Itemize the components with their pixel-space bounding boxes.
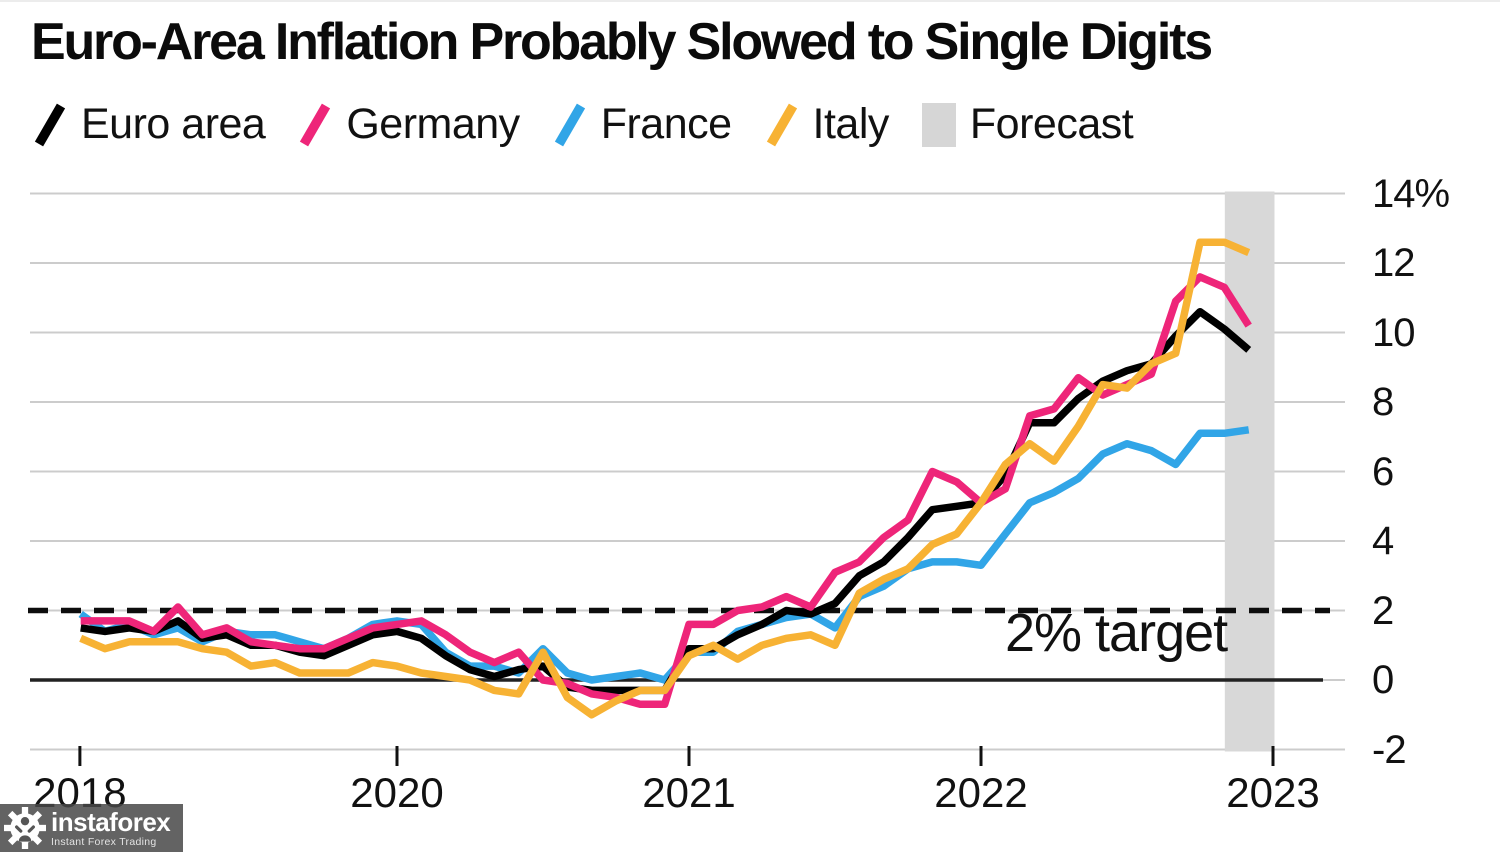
legend-slash-icon-italy — [766, 103, 797, 146]
forecast-band — [1224, 191, 1275, 752]
series-line-italy — [79, 238, 1251, 719]
target-annotation: 2% target — [1005, 603, 1228, 663]
legend-slash-icon-germany — [300, 103, 331, 146]
legend-item-italy: Italy — [765, 100, 889, 149]
y-tick-label--2: -2 — [1372, 727, 1407, 772]
watermark-brand: instaforex — [51, 806, 171, 837]
series-line-germany — [80, 273, 1252, 709]
y-tick-label-10: 10 — [1372, 310, 1415, 355]
watermark-tagline: Instant Forex Trading — [51, 835, 157, 848]
x-tick-label-2020: 2020 — [350, 769, 444, 816]
legend-label-france: France — [600, 100, 732, 148]
series-line-france — [78, 426, 1250, 684]
legend-item-euro-area: Euro area — [33, 100, 266, 149]
legend-slash-icon-france — [554, 103, 585, 146]
legend-item-germany: Germany — [298, 100, 520, 149]
y-tick-label-8: 8 — [1372, 380, 1394, 424]
legend-item-forecast: Forecast — [921, 100, 1134, 149]
legend-label-forecast: Forecast — [969, 100, 1134, 148]
y-tick-label-2: 2 — [1372, 588, 1394, 633]
y-tick-label-12: 12 — [1372, 241, 1415, 285]
y-tick-label-0: 0 — [1372, 658, 1394, 702]
legend-forecast-swatch — [921, 102, 956, 147]
legend-item-france: France — [553, 100, 732, 149]
legend-label-euro-area: Euro area — [81, 100, 266, 148]
x-tick-label-2022: 2022 — [934, 769, 1028, 816]
y-tick-label-14: 14% — [1372, 171, 1450, 216]
y-tick-label-4: 4 — [1372, 519, 1394, 563]
legend-label-germany: Germany — [346, 100, 520, 148]
chart-title: Euro-Area Inflation Probably Slowed to S… — [31, 13, 1213, 71]
x-tick-label-2023: 2023 — [1226, 769, 1320, 816]
watermark-text: instaforex Instant Forex Trading — [51, 806, 171, 848]
chart-legend: Euro area Germany France Italy Forecast — [33, 100, 1134, 149]
y-tick-label-6: 6 — [1372, 449, 1394, 494]
legend-slash-icon-euro-area — [34, 103, 66, 146]
x-tick-label-2021: 2021 — [642, 769, 736, 816]
instaforex-gear-icon — [4, 807, 46, 849]
legend-label-italy: Italy — [812, 100, 890, 148]
watermark: instaforex Instant Forex Trading — [0, 804, 183, 852]
